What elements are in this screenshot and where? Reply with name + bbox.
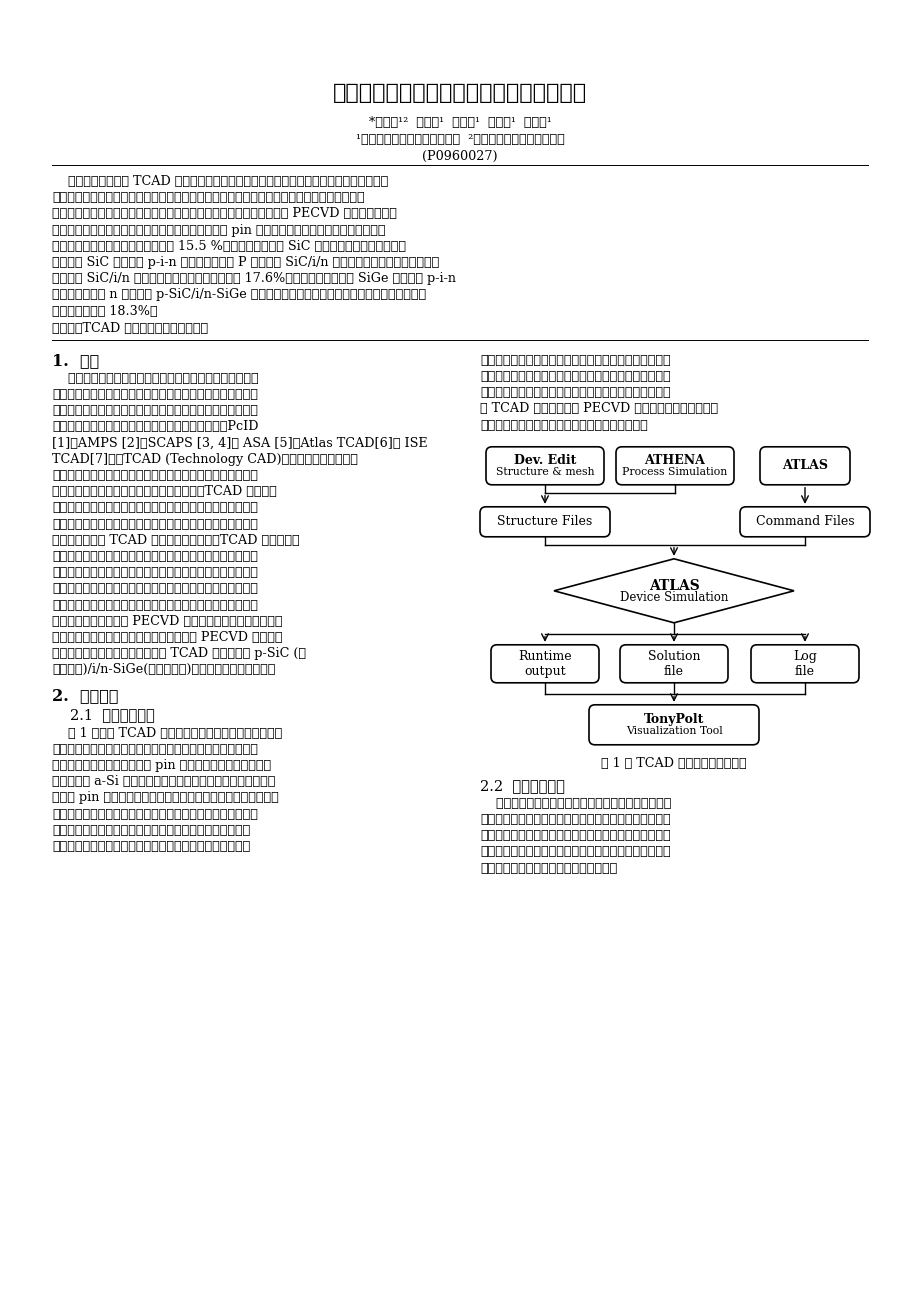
Text: 特性的探討，可以了解 PECVD 沉積機制、沉積參數對薄膜特: 特性的探討，可以了解 PECVD 沉積機制、沉積參數對薄膜特 xyxy=(52,615,282,628)
Text: 優點，是半導體研發過程中不可或缺的工具。TCAD 的應用領: 優點，是半導體研發過程中不可或缺的工具。TCAD 的應用領 xyxy=(52,486,277,499)
FancyBboxPatch shape xyxy=(485,447,604,484)
Text: Command Files: Command Files xyxy=(754,516,854,529)
Text: 理基礎上的模擬。本研究項目之目的為透過太陽電池材料及元: 理基礎上的模擬。本研究項目之目的為透過太陽電池材料及元 xyxy=(52,549,257,562)
Text: 射率、消光係數、吸收係數、電子電洞移動率等，我們也須針: 射率、消光係數、吸收係數、電子電洞移動率等，我們也須針 xyxy=(52,807,257,820)
Text: 數，軟體針對元件之設計及內部動作模擬，最後再對元件: 數，軟體針對元件之設計及內部動作模擬，最後再對元件 xyxy=(480,354,670,367)
Text: 新型矽基材料薄膜太陽電池設計與數值分析: 新型矽基材料薄膜太陽電池設計與數值分析 xyxy=(333,82,586,104)
Text: ATHENA: ATHENA xyxy=(644,454,705,467)
Text: 能隙材料 SiC 薄膜取代 p-i-n 薄膜太陽電池中 P 層，探討 SiC/i/n 結構薄膜太陽電池特性之變化。: 能隙材料 SiC 薄膜取代 p-i-n 薄膜太陽電池中 P 層，探討 SiC/i… xyxy=(52,256,438,270)
Text: 件之優化模擬，建立可靠準確之薄膜太陽電池模組，縮短研發: 件之優化模擬，建立可靠準確之薄膜太陽電池模組，縮短研發 xyxy=(52,566,257,579)
Text: Visualization Tool: Visualization Tool xyxy=(625,725,721,736)
Text: 可進一步提升至 18.3%。: 可進一步提升至 18.3%。 xyxy=(52,305,157,318)
Text: 以 TCAD 軟體模擬搭配 PECVD 實際製作，模擬與實驗兩: 以 TCAD 軟體模擬搭配 PECVD 實際製作，模擬與實驗兩 xyxy=(480,402,718,415)
Text: Log
file: Log file xyxy=(792,650,816,678)
Text: 在本論中，我們以 TCAD 軟體建立新型矽基薄膜太陽電池模擬模組，並討論各種高效率的: 在本論中，我們以 TCAD 軟體建立新型矽基薄膜太陽電池模擬模組，並討論各種高效… xyxy=(52,174,388,187)
Text: 料供模擬動作，我們也有足夠的能力改變製程參數來配合: 料供模擬動作，我們也有足夠的能力改變製程參數來配合 xyxy=(480,829,670,842)
Text: 2.1  模擬模組建立: 2.1 模擬模組建立 xyxy=(70,708,154,723)
Text: 關鍵字：TCAD 模擬、非晶矽、太陽電池: 關鍵字：TCAD 模擬、非晶矽、太陽電池 xyxy=(52,322,208,335)
Text: *逢水春¹²  王騰達¹  王朝傑¹  沈昭德¹  陳家富¹: *逢水春¹² 王騰達¹ 王朝傑¹ 沈昭德¹ 陳家富¹ xyxy=(369,116,550,129)
Text: 前受學術界及工業界所重視的太陽電池模擬軟體有：PcID: 前受學術界及工業界所重視的太陽電池模擬軟體有：PcID xyxy=(52,421,258,434)
Text: 這種新型 SiC/i/n 結構太陽電池轉換效率可提升至 17.6%。最後以窄能隙材料 SiGe 薄膜取代 p-i-n: 這種新型 SiC/i/n 結構太陽電池轉換效率可提升至 17.6%。最後以窄能隙… xyxy=(52,272,456,285)
Text: 導體製程、元件物理、電路缺陷等，凡是像電磁、機械方面的: 導體製程、元件物理、電路缺陷等，凡是像電磁、機械方面的 xyxy=(52,518,257,531)
Text: 及應用，建立薄膜參數模組如表一所示。: 及應用，建立薄膜參數模組如表一所示。 xyxy=(480,862,617,875)
Text: 2.  實驗設計: 2. 實驗設計 xyxy=(52,687,119,704)
Text: ¹明道大學材料科學與工程學系  ²明道大學太陽光電研究中心: ¹明道大學材料科學與工程學系 ²明道大學太陽光電研究中心 xyxy=(356,133,563,146)
Text: TonyPolt: TonyPolt xyxy=(643,713,703,727)
Text: 圖，首先我們要針對製程所有條件及參數做定義，這些需要有: 圖，首先我們要針對製程所有條件及參數做定義，這些需要有 xyxy=(52,743,257,755)
Text: TCAD[7]等。TCAD (Technology CAD)是一種元件與製程方面: TCAD[7]等。TCAD (Technology CAD)是一種元件與製程方面 xyxy=(52,453,357,466)
Text: Solution
file: Solution file xyxy=(647,650,699,678)
FancyBboxPatch shape xyxy=(480,506,609,536)
Text: 隙及窄能隙矽薄膜製程技術，建立 TCAD 模擬軟體的 p-SiC (寬: 隙及窄能隙矽薄膜製程技術，建立 TCAD 模擬軟體的 p-SiC (寬 xyxy=(52,647,306,660)
Text: 圖 1 以 TCAD 模擬太陽電池流程圖: 圖 1 以 TCAD 模擬太陽電池流程圖 xyxy=(600,756,746,769)
Text: 薄膜太陽電池中 n 層，探討 p-SiC/i/n-SiGe 結構薄膜太陽電池特性，此種結構太陽電池轉換效率: 薄膜太陽電池中 n 層，探討 p-SiC/i/n-SiGe 結構薄膜太陽電池特性… xyxy=(52,289,425,301)
Text: 能產業受到高度的矚目，對於太陽電池材料、製程及元件模擬: 能產業受到高度的矚目，對於太陽電池材料、製程及元件模擬 xyxy=(52,388,257,401)
Text: 關鍵參數對於元件效率的影響。我們也建立一個實際沉積矽膜製程特性與模擬模組互相驗證平: 關鍵參數對於元件效率的影響。我們也建立一個實際沉積矽膜製程特性與模擬模組互相驗證… xyxy=(52,191,364,204)
Text: Runtime
output: Runtime output xyxy=(517,650,572,678)
Text: Device Simulation: Device Simulation xyxy=(619,591,728,604)
Text: 準確的量測數據當基礎，建立 pin 薄膜太陽電池模擬模組須分: 準確的量測數據當基礎，建立 pin 薄膜太陽電池模擬模組須分 xyxy=(52,759,271,772)
Text: 定。經過軟體的模擬與最佳化，緊接著輸入元件之各結構參: 定。經過軟體的模擬與最佳化，緊接著輸入元件之各結構參 xyxy=(52,840,250,853)
Text: 性的影響、太陽電池的設計理論。協助開發 PECVD 沉積寬能: 性的影響、太陽電池的設計理論。協助開發 PECVD 沉積寬能 xyxy=(52,631,282,644)
FancyBboxPatch shape xyxy=(616,447,733,484)
Text: 可得到最佳化之元件製程及特性。本計畫所執行的元件均: 可得到最佳化之元件製程及特性。本計畫所執行的元件均 xyxy=(480,387,670,400)
Text: 及電性之所有資料，我們可以準確的下定義及提供完整資: 及電性之所有資料，我們可以準確的下定義及提供完整資 xyxy=(480,812,670,825)
FancyBboxPatch shape xyxy=(588,704,758,745)
Text: 2.2  矽基薄膜建立: 2.2 矽基薄膜建立 xyxy=(480,779,564,793)
Text: 池製程作為製作高效率薄膜太陽電池參數之依據，藉由矽薄膜: 池製程作為製作高效率薄膜太陽電池參數之依據，藉由矽薄膜 xyxy=(52,599,257,612)
FancyBboxPatch shape xyxy=(619,644,727,682)
Text: Structure Files: Structure Files xyxy=(497,516,592,529)
Text: Dev. Edit: Dev. Edit xyxy=(513,454,575,467)
Text: 者互相比較驗證，以其得到最佳化薄膜太陽電池。: 者互相比較驗證，以其得到最佳化薄膜太陽電池。 xyxy=(480,419,647,431)
Text: [1]、AMPS [2]、SCAPS [3, 4]及 ASA [5]、Atlas TCAD[6]及 ISE: [1]、AMPS [2]、SCAPS [3, 4]及 ASA [5]、Atlas… xyxy=(52,436,427,449)
Text: 考依據。在薄膜太陽電池模擬研究中，我們成功建立 pin 結構薄膜太陽電池模擬模組，最佳化結: 考依據。在薄膜太陽電池模擬研究中，我們成功建立 pin 結構薄膜太陽電池模擬模組… xyxy=(52,224,385,237)
Text: Process Simulation: Process Simulation xyxy=(621,467,727,477)
Text: 的電腦輔助設計與模擬軟體，具有大量減少製程成本與時間的: 的電腦輔助設計與模擬軟體，具有大量減少製程成本與時間的 xyxy=(52,469,257,482)
Text: ATLAS: ATLAS xyxy=(781,460,827,473)
Text: 我們過去已經建立了完整程式參數及矽膜光學，結構: 我們過去已經建立了完整程式參數及矽膜光學，結構 xyxy=(480,797,671,810)
Text: 特性做規範及量測模擬，針對這些結果再修正製程參數即: 特性做規範及量測模擬，針對這些結果再修正製程參數即 xyxy=(480,370,670,383)
FancyBboxPatch shape xyxy=(739,506,869,536)
Text: 模擬的結果，相信可以將模擬與製程實驗做更正確的結合: 模擬的結果，相信可以將模擬與製程實驗做更正確的結合 xyxy=(480,845,670,858)
Text: 在定義 pin 非晶矽薄膜參數中，我們需建立包括：矽膜能隙、折: 在定義 pin 非晶矽薄膜參數中，我們需建立包括：矽膜能隙、折 xyxy=(52,792,278,805)
Text: Structure & mesh: Structure & mesh xyxy=(495,467,594,477)
Text: 優化設計是提升太陽電池效率及降低成本最有效方法之一。目: 優化設計是提升太陽電池效率及降低成本最有效方法之一。目 xyxy=(52,404,257,417)
Text: 圖 1 顯示以 TCAD 軟體模擬太陽電池製程與元件之流程: 圖 1 顯示以 TCAD 軟體模擬太陽電池製程與元件之流程 xyxy=(52,727,282,740)
Text: 能隙材料)/i/n-SiGe(窄能隙材料)薄膜太陽電池模擬模組。: 能隙材料)/i/n-SiGe(窄能隙材料)薄膜太陽電池模擬模組。 xyxy=(52,664,275,677)
Text: 1.  簡介: 1. 簡介 xyxy=(52,352,99,368)
Text: ATLAS: ATLAS xyxy=(648,579,698,592)
Text: 台，完成矽膜參數資料及新型矽基薄膜太陽電池結構之建置，提供日後 PECVD 製程實驗時之參: 台，完成矽膜參數資料及新型矽基薄膜太陽電池結構之建置，提供日後 PECVD 製程… xyxy=(52,207,396,220)
Polygon shape xyxy=(553,559,793,622)
Text: (P0960027): (P0960027) xyxy=(422,150,497,163)
Text: 物理現象，都是 TCAD 的應用領域，因此，TCAD 可以稱為物: 物理現象，都是 TCAD 的應用領域，因此，TCAD 可以稱為物 xyxy=(52,534,300,547)
FancyBboxPatch shape xyxy=(759,447,849,484)
Text: 摸索時間，節省研發成本，將模擬優化結果回饋給薄膜太陽電: 摸索時間，節省研發成本，將模擬優化結果回饋給薄膜太陽電 xyxy=(52,582,257,595)
Text: 別定義三層 a-Si 材料特性參數，再定義上下電極位置及特性。: 別定義三層 a-Si 材料特性參數，再定義上下電極位置及特性。 xyxy=(52,775,275,788)
Text: 構模擬結果，薄膜太陽電池效率可達 15.5 %。新建寬能隙材料 SiC 薄膜特性之模擬參數，以寬: 構模擬結果，薄膜太陽電池效率可達 15.5 %。新建寬能隙材料 SiC 薄膜特性… xyxy=(52,240,405,253)
Text: 域包括所有和物理現象有關而且是我們必須瞭解的事物，如半: 域包括所有和物理現象有關而且是我們必須瞭解的事物，如半 xyxy=(52,501,257,514)
FancyBboxPatch shape xyxy=(750,644,858,682)
Text: 對矽膜的缺陷組態進行定義及測試，最後是建立結構參數設: 對矽膜的缺陷組態進行定義及測試，最後是建立結構參數設 xyxy=(52,824,250,837)
Text: 近年來由於石油價格居高不下及節能減碳意識抬頭，太陽: 近年來由於石油價格居高不下及節能減碳意識抬頭，太陽 xyxy=(52,372,258,385)
FancyBboxPatch shape xyxy=(491,644,598,682)
